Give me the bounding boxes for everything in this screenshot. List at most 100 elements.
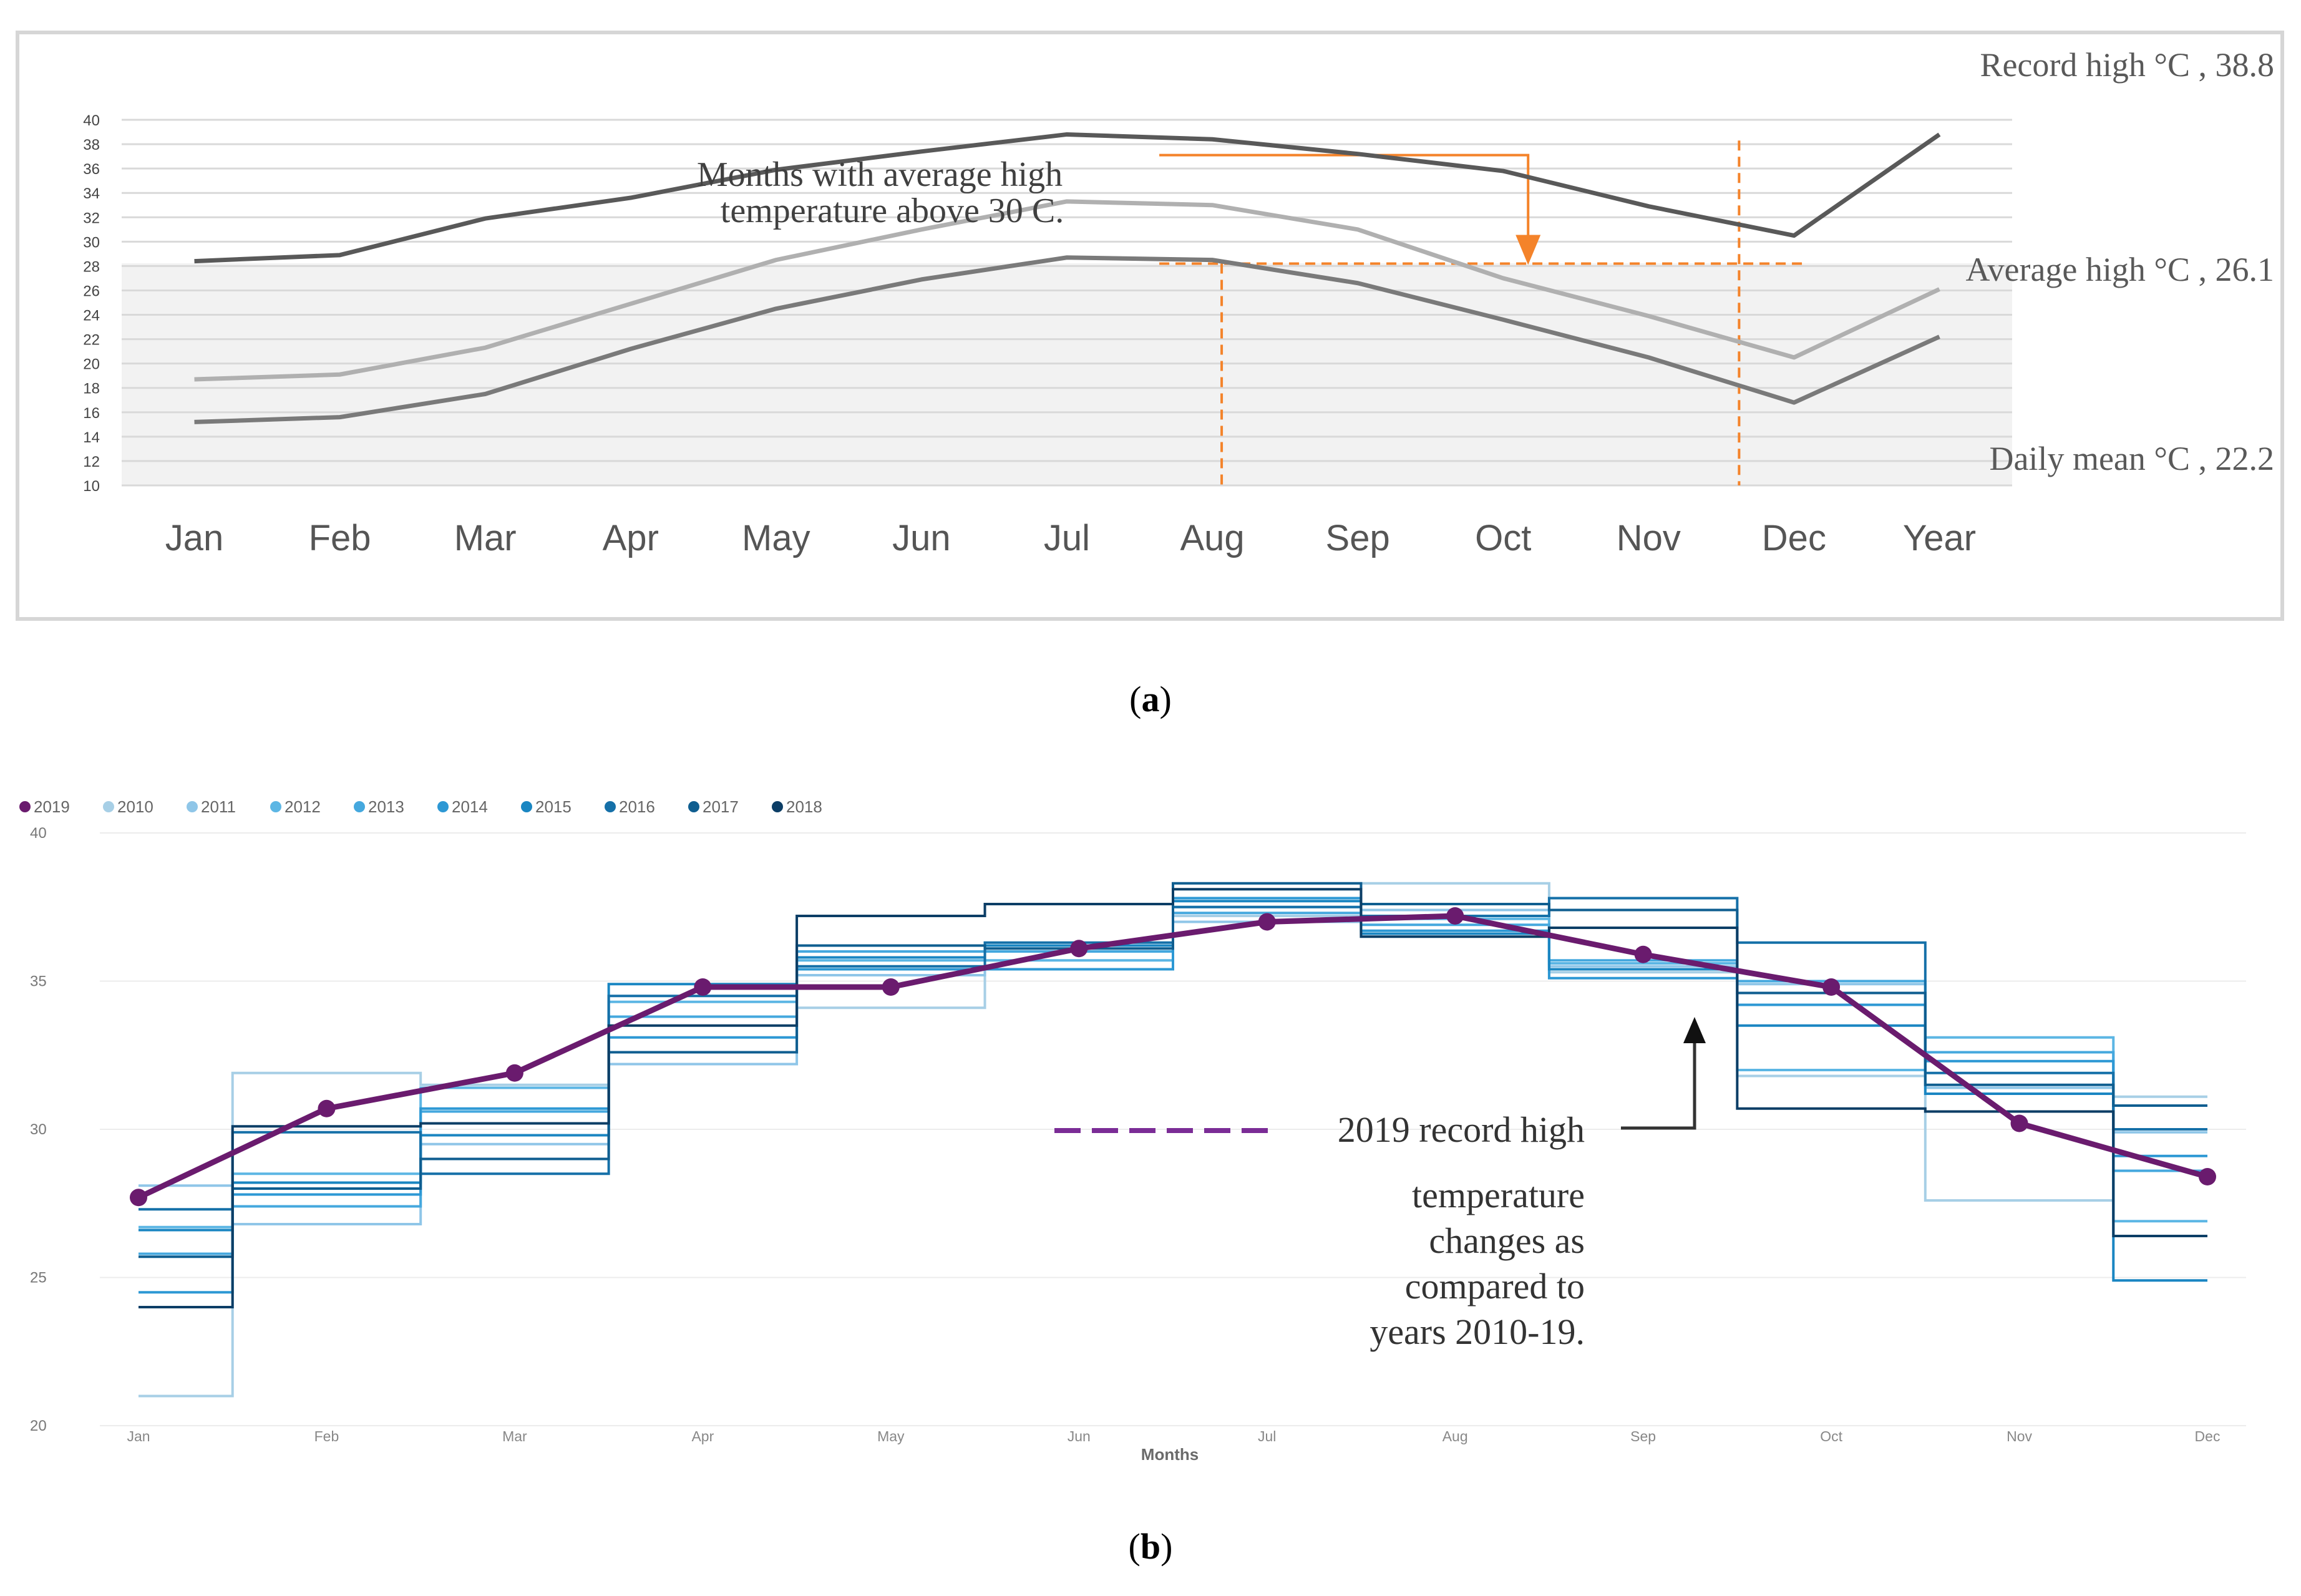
point-2019-aug: [1446, 907, 1464, 925]
panel-b-x-axis: Jan Feb Mar Apr May Jun Jul Aug Sep Oct Nov Dec: [127, 1428, 2220, 1444]
point-2019-jun: [1070, 940, 1088, 958]
panel-b-caption: (b): [1129, 1526, 1173, 1567]
annotation-b-line-1: temperature: [1412, 1175, 1585, 1215]
annotation-b-arrow-shaft: [1621, 1041, 1696, 1130]
legend-marker-2018: [772, 801, 783, 812]
x-tick-b-mar: Mar: [502, 1428, 527, 1444]
y-tick-a-26: 26: [83, 283, 100, 299]
x-tick-a-aug: Aug: [1180, 518, 1244, 558]
legend-label-2012: 2012: [285, 797, 321, 816]
y-tick-a-38: 38: [83, 137, 100, 153]
point-2019-sep: [1634, 945, 1652, 963]
annotation-b-title: 2019 record high: [1338, 1109, 1585, 1150]
point-2019-dec: [2199, 1168, 2216, 1185]
panel-a-caption-letter: a: [1142, 679, 1160, 719]
point-2019-mar: [505, 1064, 523, 1082]
panel-b-caption-letter: b: [1141, 1526, 1160, 1567]
panel-a-series: [194, 132, 1941, 424]
x-tick-a-oct: Oct: [1475, 518, 1531, 558]
panel-b-annotation: 2019 record high temperature changes as …: [1054, 1017, 1706, 1352]
series-line-2019: [137, 913, 2209, 1200]
point-2019-apr: [694, 978, 712, 996]
y-tick-b-35: 35: [30, 973, 47, 990]
step-series-2017: [139, 882, 2207, 1258]
x-tick-b-jul: Jul: [1258, 1428, 1276, 1444]
y-tick-a-22: 22: [83, 332, 100, 349]
point-2019-jan: [130, 1189, 147, 1207]
annotation-b-line-2: changes as: [1429, 1220, 1585, 1261]
panel-a-x-axis: Jan Feb Mar Apr May Jun Jul Aug Sep Oct Nov Dec Year: [165, 518, 1976, 558]
x-tick-a-feb: Feb: [309, 518, 371, 558]
annotation-line-2: temperature above 30 C.: [721, 192, 1064, 230]
panel-a-caption: (a): [1129, 679, 1172, 719]
y-tick-a-28: 28: [83, 258, 100, 275]
panel-a-plot-background: [122, 263, 2012, 485]
x-tick-a-jan: Jan: [165, 518, 224, 558]
point-2019-nov: [2010, 1114, 2028, 1132]
threshold-bracket: [1159, 153, 1530, 239]
legend-marker-2011: [187, 801, 198, 812]
series-label-average-high: Average high °C , 26.1: [1966, 251, 2275, 288]
panel-a-gridlines: [122, 119, 2012, 487]
x-tick-a-jul: Jul: [1044, 518, 1090, 558]
x-tick-a-sep: Sep: [1326, 518, 1390, 558]
legend-marker-2010: [103, 801, 114, 812]
x-tick-b-feb: Feb: [314, 1428, 339, 1444]
x-tick-a-year: Year: [1903, 518, 1976, 558]
x-tick-a-jun: Jun: [892, 518, 951, 558]
step-series-2014: [139, 897, 2207, 1294]
annotation-line-1: Months with average high: [697, 155, 1063, 194]
legend-label-2016: 2016: [619, 797, 655, 816]
y-tick-a-10: 10: [83, 478, 100, 495]
panel-a-chart: 10 12 14 16 18 20 22 24 26 28 30 32 34 36 38 40 Jan Feb M…: [16, 31, 2284, 621]
annotation-b-arrow-head: [1683, 1017, 1706, 1043]
y-tick-a-40: 40: [83, 112, 100, 129]
threshold-arrow-head: [1515, 235, 1541, 265]
y-tick-a-32: 32: [83, 210, 100, 226]
panel-b-x-axis-title: Months: [1141, 1445, 1199, 1464]
x-tick-a-dec: Dec: [1762, 518, 1826, 558]
panel-b-2019-series: [130, 907, 2216, 1207]
x-tick-b-sep: Sep: [1630, 1428, 1656, 1444]
y-tick-a-34: 34: [83, 185, 100, 202]
legend-marker-2019: [19, 801, 31, 812]
panel-a-y-axis: 10 12 14 16 18 20 22 24 26 28 30 32 34 36 38 40: [83, 112, 100, 495]
y-tick-b-30: 30: [30, 1121, 47, 1138]
x-tick-a-nov: Nov: [1617, 518, 1681, 558]
legend-label-2015: 2015: [535, 797, 572, 816]
step-series-2018: [139, 888, 2207, 1308]
y-tick-a-30: 30: [83, 234, 100, 251]
point-2019-feb: [318, 1099, 336, 1117]
y-tick-a-20: 20: [83, 356, 100, 373]
legend-label-2014: 2014: [452, 797, 488, 816]
panel-b-legend: 2019 2010 2011 2012 2013 2014 2015 2016 2017 2018: [19, 797, 822, 816]
point-2019-may: [882, 978, 900, 996]
series-label-record-high: Record high °C , 38.8: [1980, 46, 2274, 84]
x-tick-b-oct: Oct: [1820, 1428, 1842, 1444]
panel-a-series-labels: Record high °C , 38.8 Average high °C , …: [1966, 46, 2275, 477]
y-tick-b-20: 20: [30, 1418, 47, 1434]
panel-b-chart: 2019 2010 2011 2012 2013 2014 2015 2016 2017 2018…: [19, 797, 2246, 1464]
annotation-b-line-3: compared to: [1405, 1266, 1585, 1306]
x-tick-b-jun: Jun: [1068, 1428, 1091, 1444]
y-tick-a-14: 14: [83, 429, 100, 446]
legend-label-2011: 2011: [201, 797, 236, 816]
panel-a-annotation: Months with average high temperature abo…: [697, 155, 1064, 230]
x-tick-b-dec: Dec: [2195, 1428, 2221, 1444]
legend-marker-2016: [605, 801, 616, 812]
legend-label-2017: 2017: [703, 797, 739, 816]
legend-label-2010: 2010: [117, 797, 153, 816]
panel-b-year-series: [139, 882, 2207, 1398]
y-tick-b-40: 40: [30, 825, 47, 842]
panel-b-y-axis: 20 25 30 35 40: [30, 825, 47, 1434]
series-line-average-high-c: [194, 199, 1940, 382]
annotation-b-line-4: years 2010-19.: [1369, 1311, 1585, 1352]
x-tick-a-may: May: [742, 518, 810, 558]
series-label-daily-mean: Daily mean °C , 22.2: [1989, 440, 2274, 477]
y-tick-a-18: 18: [83, 381, 100, 397]
legend-label-2018: 2018: [786, 797, 822, 816]
y-tick-a-12: 12: [83, 454, 100, 470]
x-tick-b-jan: Jan: [127, 1428, 150, 1444]
legend-marker-2015: [521, 801, 532, 812]
point-2019-jul: [1258, 913, 1276, 931]
